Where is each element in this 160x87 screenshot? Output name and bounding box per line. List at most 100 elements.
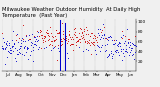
Point xyxy=(43,35,46,36)
Point xyxy=(37,49,40,50)
Point xyxy=(54,39,57,41)
Point xyxy=(26,48,28,49)
Point xyxy=(103,34,106,35)
Point xyxy=(49,33,52,34)
Point xyxy=(85,27,88,28)
Point xyxy=(23,46,25,47)
Point xyxy=(52,36,54,38)
Point xyxy=(127,39,130,40)
Point xyxy=(13,43,16,44)
Point xyxy=(82,50,84,51)
Point xyxy=(35,39,37,40)
Point xyxy=(52,47,54,49)
Point xyxy=(85,40,88,42)
Point xyxy=(48,44,50,45)
Point xyxy=(31,61,34,62)
Point xyxy=(93,34,95,35)
Point xyxy=(4,42,7,43)
Point xyxy=(120,59,123,61)
Point xyxy=(65,42,68,44)
Point xyxy=(112,43,114,45)
Point xyxy=(5,47,7,48)
Point xyxy=(31,42,33,44)
Point xyxy=(108,37,110,38)
Point xyxy=(13,43,15,44)
Point xyxy=(18,38,20,39)
Point xyxy=(25,51,27,53)
Point xyxy=(109,35,111,37)
Point xyxy=(90,53,92,54)
Point xyxy=(3,41,5,42)
Point xyxy=(114,50,116,51)
Point xyxy=(48,44,51,45)
Point xyxy=(106,39,108,40)
Point xyxy=(95,37,98,38)
Point xyxy=(117,42,120,43)
Point xyxy=(127,38,130,40)
Point xyxy=(104,44,106,46)
Point xyxy=(106,43,108,45)
Point xyxy=(10,52,12,53)
Point xyxy=(110,57,113,59)
Point xyxy=(45,46,47,48)
Point xyxy=(46,32,48,34)
Point xyxy=(31,33,33,34)
Point xyxy=(43,47,45,48)
Point xyxy=(34,40,36,42)
Point xyxy=(40,48,43,49)
Point xyxy=(132,58,135,59)
Point xyxy=(75,36,78,37)
Point xyxy=(80,35,82,36)
Point xyxy=(44,35,47,36)
Point xyxy=(112,54,114,55)
Point xyxy=(10,47,13,48)
Point xyxy=(76,40,79,41)
Point xyxy=(50,44,53,46)
Point xyxy=(108,53,111,54)
Point xyxy=(81,32,84,34)
Point xyxy=(95,39,97,40)
Point xyxy=(63,43,66,44)
Point xyxy=(29,38,31,40)
Point xyxy=(16,54,19,55)
Point xyxy=(103,51,106,52)
Point xyxy=(134,44,136,45)
Point xyxy=(87,42,89,43)
Point xyxy=(128,46,131,48)
Point xyxy=(99,50,101,52)
Point xyxy=(28,38,31,40)
Point xyxy=(54,45,56,47)
Point xyxy=(30,51,32,52)
Point xyxy=(60,45,63,46)
Point xyxy=(124,51,126,52)
Point xyxy=(92,44,95,45)
Point xyxy=(131,47,133,48)
Point xyxy=(76,39,79,40)
Point xyxy=(11,40,14,41)
Point xyxy=(10,50,12,51)
Point xyxy=(98,29,101,30)
Point xyxy=(63,39,65,40)
Point xyxy=(57,47,59,49)
Point xyxy=(66,52,68,53)
Point xyxy=(39,31,41,32)
Point xyxy=(113,39,115,41)
Point xyxy=(69,45,72,46)
Point xyxy=(33,36,36,38)
Point xyxy=(54,30,57,31)
Point xyxy=(2,47,5,49)
Point xyxy=(92,37,95,39)
Point xyxy=(86,43,89,44)
Point xyxy=(94,37,97,38)
Point xyxy=(16,33,18,35)
Point xyxy=(59,36,61,37)
Point xyxy=(6,57,8,58)
Point xyxy=(105,56,108,57)
Point xyxy=(67,39,70,40)
Point xyxy=(131,43,134,44)
Point xyxy=(36,41,39,42)
Point xyxy=(84,40,86,42)
Point xyxy=(55,29,57,30)
Point xyxy=(22,47,25,48)
Point xyxy=(7,51,9,52)
